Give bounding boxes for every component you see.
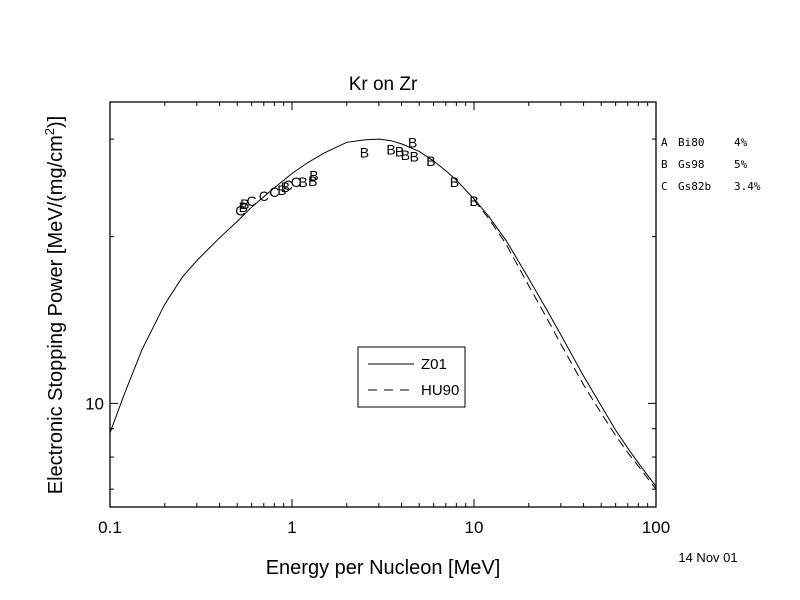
reference-entry: B Gs98 5%: [661, 158, 748, 171]
data-point-b: B: [281, 179, 290, 195]
data-point-c: C: [259, 188, 269, 204]
reference-error: 4%: [734, 136, 748, 149]
reference-source: Gs98: [678, 158, 705, 171]
reference-error: 3.4%: [734, 180, 761, 193]
data-point-b: B: [410, 149, 419, 165]
legend-box: [357, 346, 466, 408]
reference-code: A: [661, 136, 668, 149]
axis-tick-labels: 0.1 1 10 100 10: [85, 394, 670, 537]
data-point-b: B: [239, 199, 248, 215]
data-point-c: C: [283, 177, 293, 193]
y-axis-label-main: Electronic Stopping Power [MeV/(mg/cm: [45, 135, 67, 494]
series-line-z01: [109, 138, 657, 487]
data-point-b: B: [395, 143, 404, 159]
reference-entry: A Bi80 4%: [661, 136, 748, 149]
data-point-b: B: [450, 174, 459, 190]
x-tick-label: 10: [465, 518, 484, 537]
x-axis-label: Energy per Nucleon [MeV]: [266, 557, 501, 579]
y-axis-label-end: )]: [45, 116, 67, 128]
reference-list: A Bi80 4% B Gs98 5% C Gs82b 3.4%: [661, 136, 761, 193]
data-point-c: C: [247, 193, 257, 209]
y-axis-label-superscript: 2: [42, 128, 57, 135]
plot-frame: [109, 101, 657, 508]
reference-source: Bi80: [678, 136, 705, 149]
data-point-b: B: [309, 167, 318, 183]
data-point-c: C: [291, 174, 301, 190]
reference-source: Gs82b: [678, 180, 711, 193]
data-point-b: B: [469, 193, 478, 209]
data-point-b: B: [386, 142, 395, 158]
legend-label-hu90: HU90: [421, 382, 459, 399]
data-point-b: B: [408, 134, 417, 150]
y-tick-label: 10: [85, 394, 104, 413]
x-tick-label: 100: [642, 518, 670, 537]
legend: Z01 HU90: [357, 346, 466, 408]
data-point-c: C: [235, 202, 245, 218]
data-point-b: B: [360, 144, 369, 160]
reference-entry: C Gs82b 3.4%: [661, 180, 761, 193]
data-point-c: C: [269, 184, 279, 200]
data-point-b: B: [308, 173, 317, 189]
data-point-b: B: [401, 147, 410, 163]
reference-code: C: [661, 180, 668, 193]
series-line-hu90: [473, 199, 657, 490]
chart-title: Kr on Zr: [349, 74, 418, 95]
legend-label-z01: Z01: [421, 356, 447, 373]
data-point-b: B: [426, 153, 435, 169]
data-point-b: B: [240, 196, 249, 212]
series-layer: [109, 138, 657, 490]
data-point-b: B: [298, 174, 307, 190]
x-tick-label: 0.1: [98, 518, 122, 537]
date-stamp: 14 Nov 01: [678, 550, 737, 565]
reference-code: B: [661, 158, 668, 171]
y-axis-label: Electronic Stopping Power [MeV/(mg/cm2)]: [42, 116, 67, 494]
axis-ticks: [109, 102, 657, 507]
data-point-b: B: [277, 182, 286, 198]
reference-error: 5%: [734, 158, 748, 171]
x-tick-label: 1: [287, 518, 296, 537]
